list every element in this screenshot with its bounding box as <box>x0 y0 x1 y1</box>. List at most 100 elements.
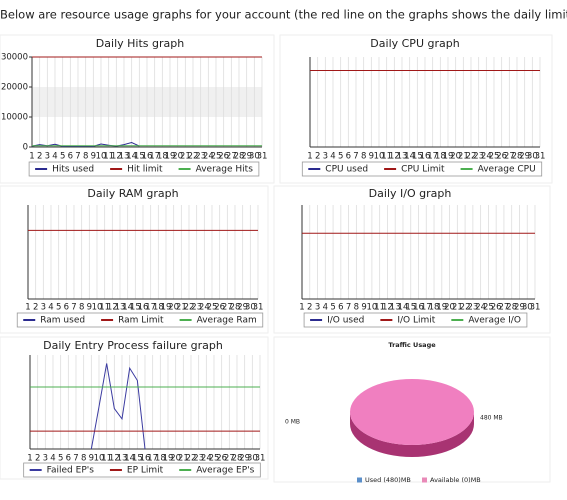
x-tick-label: 2 <box>307 303 312 313</box>
x-tick-label: 24 <box>475 303 486 313</box>
x-tick-label: 19 <box>163 454 174 464</box>
x-tick-label: 13 <box>119 152 130 162</box>
x-tick-label: 9 <box>89 454 94 464</box>
x-tick-label: 8 <box>83 152 88 162</box>
x-tick-label: 24 <box>199 303 210 313</box>
x-tick-label: 26 <box>214 303 225 313</box>
x-tick-label: 5 <box>338 152 343 162</box>
legend-label: Average Ram <box>197 316 257 326</box>
x-tick-label: 15 <box>130 303 141 313</box>
x-tick-label: 26 <box>216 454 227 464</box>
chart-title: Daily Entry Process failure graph <box>43 339 223 352</box>
x-tick-label: 30 <box>527 152 538 162</box>
legend-label: Available (0)MB <box>430 476 481 484</box>
x-tick-label: 13 <box>397 152 408 162</box>
x-tick-label: 29 <box>519 152 530 162</box>
x-tick-label: 17 <box>149 152 160 162</box>
x-tick-label: 22 <box>466 152 477 162</box>
x-tick-label: 12 <box>109 454 120 464</box>
x-tick-label: 30 <box>249 152 260 162</box>
legend-label: Ram used <box>40 316 85 326</box>
x-tick-label: 26 <box>218 152 229 162</box>
x-tick-label: 3 <box>43 454 48 464</box>
value-label: 480 MB <box>480 415 503 422</box>
y-tick-label: 20000 <box>1 83 28 93</box>
x-tick-label: 27 <box>504 152 515 162</box>
x-tick-label: 6 <box>64 303 69 313</box>
x-tick-label: 4 <box>52 152 57 162</box>
x-tick-label: 17 <box>145 303 156 313</box>
legend-label: Failed EP's <box>47 466 95 476</box>
x-tick-label: 25 <box>489 152 500 162</box>
x-tick-label: 22 <box>184 303 195 313</box>
x-tick-label: 2 <box>35 454 40 464</box>
x-tick-label: 10 <box>96 152 107 162</box>
x-tick-label: 2 <box>37 152 42 162</box>
x-tick-label: 11 <box>103 152 114 162</box>
x-tick-label: 22 <box>460 303 471 313</box>
legend-label: EP Limit <box>127 466 164 476</box>
x-tick-label: 21 <box>458 152 469 162</box>
panel <box>0 336 269 480</box>
x-tick-label: 12 <box>382 303 393 313</box>
value-label: 0 MB <box>285 419 300 426</box>
x-tick-label: 23 <box>193 454 204 464</box>
x-tick-label: 15 <box>134 152 145 162</box>
panel <box>0 185 269 334</box>
x-tick-label: 16 <box>413 303 424 313</box>
x-tick-label: 31 <box>253 303 264 313</box>
x-tick-label: 31 <box>535 152 546 162</box>
x-tick-label: 16 <box>140 454 151 464</box>
x-tick-label: 13 <box>115 303 126 313</box>
x-tick-label: 15 <box>405 303 416 313</box>
x-tick-label: 5 <box>58 454 63 464</box>
chart-title: Daily RAM graph <box>87 187 178 200</box>
legend-box <box>28 161 260 177</box>
x-tick-label: 27 <box>224 454 235 464</box>
panel <box>273 336 551 483</box>
series-line <box>90 363 146 450</box>
x-tick-label: 18 <box>153 303 164 313</box>
x-tick-label: 4 <box>323 303 328 313</box>
legend-label: I/O used <box>327 316 364 326</box>
x-tick-label: 18 <box>435 152 446 162</box>
legend-label: Hits used <box>52 165 94 175</box>
x-tick-label: 7 <box>71 303 76 313</box>
x-tick-label: 23 <box>467 303 478 313</box>
x-tick-label: 28 <box>230 303 241 313</box>
x-tick-label: 18 <box>429 303 440 313</box>
legend-label: Average EP's <box>196 466 254 476</box>
x-tick-label: 17 <box>147 454 158 464</box>
x-tick-label: 16 <box>142 152 153 162</box>
legend-label: Average CPU <box>478 165 536 175</box>
legend-label: I/O Limit <box>397 316 435 326</box>
x-tick-label: 9 <box>361 303 366 313</box>
x-tick-label: 3 <box>45 152 50 162</box>
x-tick-label: 1 <box>307 152 312 162</box>
legend-label: CPU used <box>325 165 368 175</box>
x-tick-label: 30 <box>522 303 533 313</box>
x-tick-label: 11 <box>381 152 392 162</box>
x-tick-label: 12 <box>107 303 118 313</box>
x-tick-label: 6 <box>338 303 343 313</box>
y-tick-label: 10000 <box>1 113 28 123</box>
legend-swatch <box>357 477 362 483</box>
chart-title: Traffic Usage <box>388 341 436 349</box>
x-tick-label: 27 <box>226 152 237 162</box>
legend-label: Average I/O <box>468 316 521 326</box>
x-tick-label: 10 <box>94 454 105 464</box>
y-tick-label: 0 <box>23 143 28 153</box>
x-tick-label: 28 <box>232 454 243 464</box>
x-tick-label: 25 <box>483 303 494 313</box>
x-tick-label: 17 <box>421 303 432 313</box>
x-tick-label: 1 <box>27 454 32 464</box>
x-tick-label: 21 <box>180 152 191 162</box>
x-tick-label: 19 <box>436 303 447 313</box>
legend-label: Average Hits <box>196 165 254 175</box>
x-tick-label: 11 <box>101 454 112 464</box>
x-tick-label: 15 <box>412 152 423 162</box>
x-tick-label: 22 <box>188 152 199 162</box>
x-tick-label: 5 <box>56 303 61 313</box>
x-tick-label: 20 <box>444 303 455 313</box>
